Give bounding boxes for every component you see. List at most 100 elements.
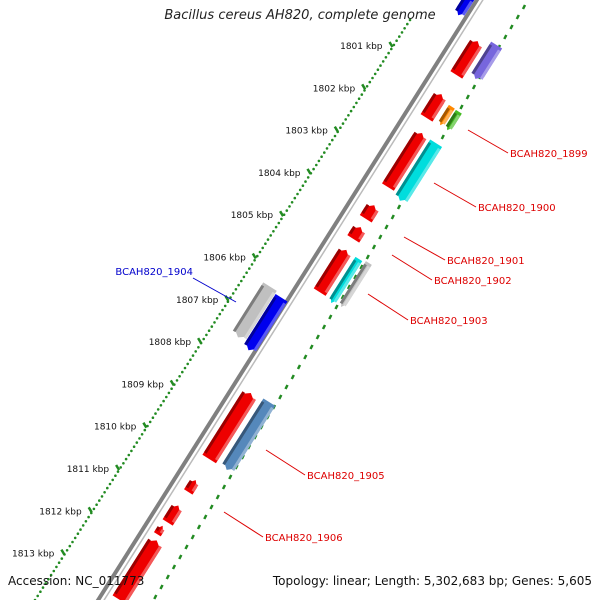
cds-orange — [438, 104, 455, 126]
ruler-dot — [84, 520, 88, 523]
gene-leader-line — [223, 511, 264, 538]
ruler-dot — [285, 209, 289, 212]
feature-track-dot — [459, 104, 464, 110]
ruler-dot — [162, 399, 165, 403]
ruler-dot — [272, 230, 275, 233]
gene-label: BCAH820_1901 — [447, 256, 525, 267]
cds-1901 — [359, 204, 379, 223]
cds-1904-gray-body — [234, 282, 277, 338]
feature-track-dot — [378, 234, 383, 240]
feature-track-dot — [296, 364, 302, 370]
ruler-dot — [138, 437, 141, 440]
ruler-dot — [304, 180, 307, 183]
ruler-dot — [371, 76, 374, 80]
feature-track-dot — [290, 374, 295, 380]
cds-1903-gray-shadow — [339, 263, 367, 305]
cds-1905-red-highlight — [215, 398, 256, 461]
cds-1906-small-highlight — [191, 483, 199, 493]
feature-track-dot — [509, 24, 514, 30]
feature-track-dot — [503, 34, 508, 40]
feature-track-dot — [396, 204, 402, 210]
ruler-dot — [269, 234, 273, 237]
feature-track-dot — [384, 224, 389, 230]
ruler-dot — [191, 354, 195, 357]
ruler-dot — [261, 246, 265, 250]
genome-backbone-shadow — [103, 0, 484, 600]
ruler-dot — [390, 47, 393, 51]
ruler-tick-label: 1807 kbp — [176, 296, 219, 306]
cds-top-red-body — [450, 41, 481, 79]
feature-track-dot — [390, 214, 395, 220]
cds-1905-red-body — [202, 393, 255, 464]
ruler-dot — [234, 288, 238, 291]
ruler-dot — [151, 416, 155, 420]
ruler-dot — [320, 155, 323, 158]
feature-track-dot — [359, 264, 364, 270]
feature-track-dot — [346, 284, 352, 290]
ruler-tick — [279, 210, 285, 217]
feature-track-dot — [353, 274, 358, 280]
ruler-dot — [240, 279, 243, 283]
ruler-dot — [106, 486, 109, 490]
ruler-dot — [175, 379, 179, 382]
ruler-tick — [197, 337, 203, 344]
cds-top-blue — [455, 0, 475, 16]
cds-1901-shadow — [361, 204, 370, 215]
ruler-dot — [183, 366, 187, 370]
ruler-dot — [317, 159, 321, 163]
ruler-dot — [213, 321, 216, 324]
ruler-dot — [52, 569, 56, 573]
label-layer: BCAH820_1899 BCAH820_1900 BCAH820_1901 BCAH… — [115, 129, 588, 544]
cds-1903-cyan-highlight — [333, 262, 361, 303]
cds-1904-blue-shadow — [244, 296, 277, 346]
cds-top-blue-highlight — [461, 0, 473, 16]
ruler-dot — [49, 573, 53, 577]
ruler-dot — [368, 80, 372, 84]
cds-1902 — [347, 225, 366, 243]
cds-green-highlight — [449, 114, 461, 130]
cds-green-shadow — [445, 112, 457, 128]
ruler-tick — [251, 252, 257, 260]
cds-1904-gray-shadow — [232, 284, 265, 333]
ruler-dot — [170, 387, 173, 391]
ruler-dot — [231, 292, 235, 295]
feature-track-dot — [315, 334, 320, 340]
cds-1900-cyan-shadow — [395, 142, 432, 197]
ruler-dot — [323, 151, 326, 154]
cds-1903-gray — [339, 261, 372, 307]
cds-1906-tiny-body — [153, 525, 163, 537]
feature-track-dot — [471, 84, 477, 90]
ruler-dot — [159, 404, 163, 407]
ruler-dot — [130, 449, 133, 453]
ruler-layer: 1801 kbp 1802 kbp 1803 kbp 1804 kbp 1805 kbp… — [12, 18, 412, 600]
cds-1904-blue-highlight — [253, 302, 286, 352]
gene-label: BCAH820_1903 — [410, 316, 488, 327]
cds-orange-highlight — [442, 109, 454, 125]
cds-1900-red-body — [382, 132, 425, 191]
ruler-dot — [400, 31, 404, 34]
ruler-dot — [237, 283, 240, 287]
ruler-dot — [140, 433, 144, 436]
feature-track-dot — [303, 354, 308, 360]
ruler-dot — [408, 18, 412, 22]
cds-1901-highlight — [370, 209, 379, 220]
feature-track-dot — [521, 4, 527, 10]
ruler-dot — [44, 582, 47, 585]
feature-track-dot — [309, 344, 314, 350]
cds-1899-red — [420, 92, 446, 122]
feature-track-dot — [334, 304, 339, 310]
cds-1905-steel-shadow — [222, 400, 265, 466]
ruler-tick-label: 1809 kbp — [121, 380, 164, 390]
genome-backbone — [95, 0, 480, 600]
gene-leader-line — [433, 182, 477, 208]
ruler-dot — [98, 499, 101, 502]
feature-track-dot — [153, 594, 158, 600]
ruler-dot — [57, 561, 61, 564]
cds-1904-gray-highlight — [243, 291, 276, 340]
ruler-dot — [65, 549, 69, 552]
gene-leader-line — [467, 129, 509, 154]
ruler-dot — [258, 250, 262, 254]
gene-leader-line — [367, 293, 409, 321]
ruler-dot — [47, 578, 50, 581]
